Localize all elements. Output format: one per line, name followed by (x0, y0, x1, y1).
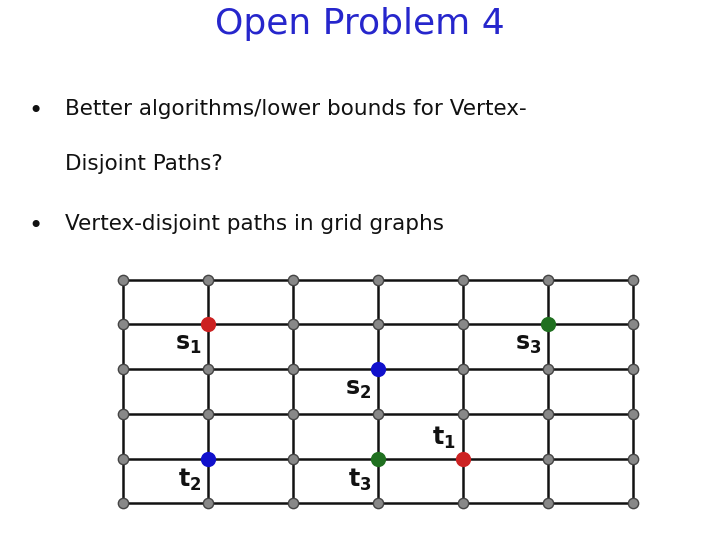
Point (372, 275, 384, 284)
Text: $\mathbf{t_2}$: $\mathbf{t_2}$ (178, 467, 201, 493)
Point (372, 365, 384, 374)
Point (287, 454, 299, 463)
Point (202, 320, 214, 329)
Point (457, 320, 469, 329)
Point (202, 365, 214, 374)
Point (542, 275, 554, 284)
Point (457, 409, 469, 418)
Point (627, 275, 639, 284)
Text: Better algorithms/lower bounds for Vertex-: Better algorithms/lower bounds for Verte… (65, 99, 526, 119)
Point (457, 454, 469, 463)
Text: Open Problem 4: Open Problem 4 (215, 8, 505, 42)
Point (287, 320, 299, 329)
Point (627, 365, 639, 374)
Point (457, 365, 469, 374)
Point (372, 320, 384, 329)
Point (287, 499, 299, 508)
Point (117, 365, 129, 374)
Point (372, 409, 384, 418)
Text: Vertex-disjoint paths in grid graphs: Vertex-disjoint paths in grid graphs (65, 214, 444, 234)
Point (202, 409, 214, 418)
Text: Disjoint Paths?: Disjoint Paths? (65, 154, 222, 174)
Point (202, 454, 214, 463)
Point (457, 275, 469, 284)
Point (117, 275, 129, 284)
Text: $\mathbf{s_3}$: $\mathbf{s_3}$ (515, 333, 541, 356)
Text: •: • (29, 214, 43, 238)
Point (117, 409, 129, 418)
Text: $\mathbf{t_3}$: $\mathbf{t_3}$ (348, 467, 372, 493)
Text: $\mathbf{t_1}$: $\mathbf{t_1}$ (433, 424, 456, 450)
Point (287, 409, 299, 418)
Text: $\mathbf{s_2}$: $\mathbf{s_2}$ (345, 377, 372, 401)
Point (457, 499, 469, 508)
Text: •: • (29, 99, 43, 123)
Point (287, 275, 299, 284)
Point (372, 499, 384, 508)
Point (627, 499, 639, 508)
Point (542, 320, 554, 329)
Point (117, 499, 129, 508)
Text: $\mathbf{s_1}$: $\mathbf{s_1}$ (175, 333, 201, 356)
Point (287, 365, 299, 374)
Point (542, 409, 554, 418)
Point (627, 409, 639, 418)
Point (627, 320, 639, 329)
Point (117, 454, 129, 463)
Point (372, 454, 384, 463)
Point (542, 454, 554, 463)
Point (202, 499, 214, 508)
Point (542, 499, 554, 508)
Point (627, 454, 639, 463)
Point (542, 365, 554, 374)
Point (202, 275, 214, 284)
Point (117, 320, 129, 329)
